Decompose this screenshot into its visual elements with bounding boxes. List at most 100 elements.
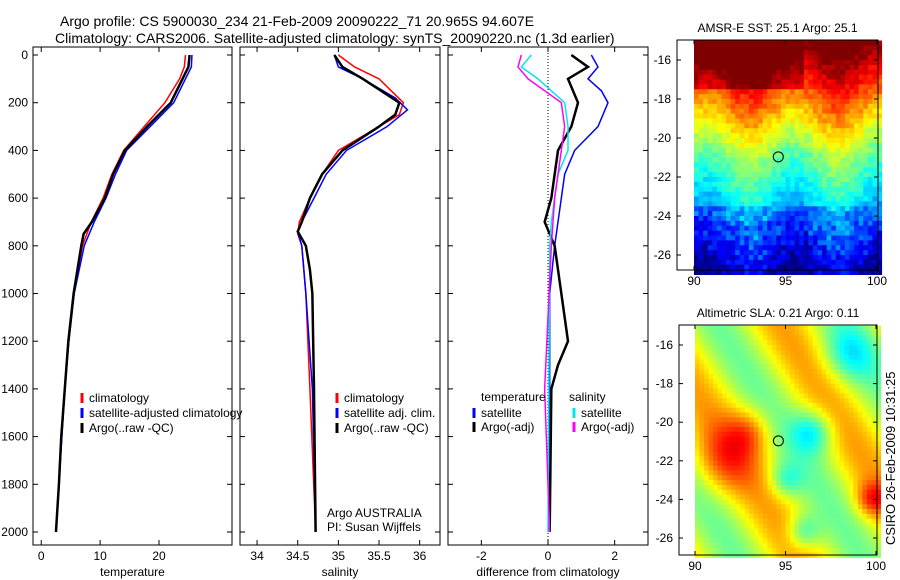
heatmap-cell <box>804 485 809 490</box>
heatmap-cell <box>704 519 709 524</box>
heatmap-cell <box>731 451 736 456</box>
heatmap-cell <box>735 206 740 211</box>
heatmap-cell <box>717 221 722 226</box>
heatmap-cell <box>781 364 786 369</box>
sst-ytick-label: -24 <box>654 209 672 223</box>
heatmap-cell <box>740 119 745 124</box>
heatmap-cell <box>745 326 750 331</box>
heatmap-cell <box>795 231 800 236</box>
heatmap-cell <box>853 388 858 393</box>
heatmap-cell <box>840 514 845 519</box>
heatmap-cell <box>790 226 795 231</box>
heatmap-cell <box>804 437 809 442</box>
heatmap-cell <box>781 485 786 490</box>
heatmap-cell <box>736 461 741 466</box>
heatmap-cell <box>863 167 868 172</box>
heatmap-cell <box>826 350 831 355</box>
heatmap-cell <box>786 442 791 447</box>
heatmap-cell <box>712 70 717 75</box>
heatmap-cell <box>717 172 722 177</box>
heatmap-cell <box>763 374 768 379</box>
heatmap-cell <box>740 480 745 485</box>
heatmap-cell <box>703 245 708 250</box>
heatmap-cell <box>772 456 777 461</box>
heatmap-cell <box>758 384 763 389</box>
heatmap-cell <box>790 197 795 202</box>
heatmap-cell <box>804 456 809 461</box>
heatmap-cell <box>850 143 855 148</box>
heatmap-cell <box>872 216 877 221</box>
heatmap-cell <box>827 172 832 177</box>
heatmap-cell <box>799 148 804 153</box>
heatmap-cell <box>709 408 714 413</box>
heatmap-cell <box>826 326 831 331</box>
heatmap-cell <box>862 408 867 413</box>
heatmap-cell <box>817 470 822 475</box>
heatmap-cell <box>835 359 840 364</box>
heatmap-cell <box>758 475 763 480</box>
heatmap-cell <box>758 451 763 456</box>
heatmap-cell <box>758 408 763 413</box>
heatmap-cell <box>727 379 732 384</box>
heatmap-cell <box>731 177 736 182</box>
heatmap-cell <box>695 514 700 519</box>
heatmap-cell <box>781 65 786 70</box>
heatmap-cell <box>767 60 772 65</box>
heatmap-cell <box>713 528 718 533</box>
difference-legend-header: salinity <box>569 390 606 404</box>
heatmap-cell <box>863 245 868 250</box>
heatmap-cell <box>700 442 705 447</box>
heatmap-cell <box>790 172 795 177</box>
heatmap-cell <box>862 451 867 456</box>
heatmap-cell <box>753 216 758 221</box>
heatmap-cell <box>835 388 840 393</box>
heatmap-cell <box>735 119 740 124</box>
heatmap-cell <box>817 388 822 393</box>
heatmap-cell <box>804 384 809 389</box>
heatmap-cell <box>804 226 809 231</box>
heatmap-cell <box>709 499 714 504</box>
temperature-legend-label: Argo(..raw -QC) <box>89 421 174 435</box>
heatmap-cell <box>772 80 777 85</box>
heatmap-cell <box>840 379 845 384</box>
heatmap-cell <box>827 211 832 216</box>
heatmap-cell <box>808 197 813 202</box>
heatmap-cell <box>699 206 704 211</box>
heatmap-cell <box>703 109 708 114</box>
heatmap-cell <box>845 201 850 206</box>
heatmap-cell <box>786 236 791 241</box>
heatmap-cell <box>862 485 867 490</box>
heatmap-cell <box>700 485 705 490</box>
heatmap-cell <box>736 355 741 360</box>
heatmap-cell <box>822 89 827 94</box>
heatmap-cell <box>776 456 781 461</box>
heatmap-cell <box>776 379 781 384</box>
heatmap-cell <box>835 548 840 553</box>
heatmap-cell <box>871 413 876 418</box>
heatmap-cell <box>813 548 818 553</box>
heatmap-cell <box>808 369 813 374</box>
heatmap-cell <box>735 236 740 241</box>
heatmap-cell <box>790 466 795 471</box>
heatmap-cell <box>786 206 791 211</box>
heatmap-cell <box>708 236 713 241</box>
heatmap-cell <box>871 369 876 374</box>
heatmap-cell <box>795 177 800 182</box>
heatmap-cell <box>712 50 717 55</box>
heatmap-cell <box>713 442 718 447</box>
heatmap-cell <box>790 326 795 331</box>
heatmap-cell <box>786 427 791 432</box>
heatmap-cell <box>804 364 809 369</box>
heatmap-cell <box>790 158 795 163</box>
heatmap-cell <box>740 422 745 427</box>
heatmap-cell <box>799 80 804 85</box>
heatmap-cell <box>703 240 708 245</box>
heatmap-cell <box>772 104 777 109</box>
heatmap-cell <box>853 413 858 418</box>
heatmap-cell <box>735 231 740 236</box>
heatmap-cell <box>804 138 809 143</box>
heatmap-cell <box>772 514 777 519</box>
heatmap-cell <box>735 128 740 133</box>
heatmap-cell <box>799 65 804 70</box>
heatmap-cell <box>713 466 718 471</box>
